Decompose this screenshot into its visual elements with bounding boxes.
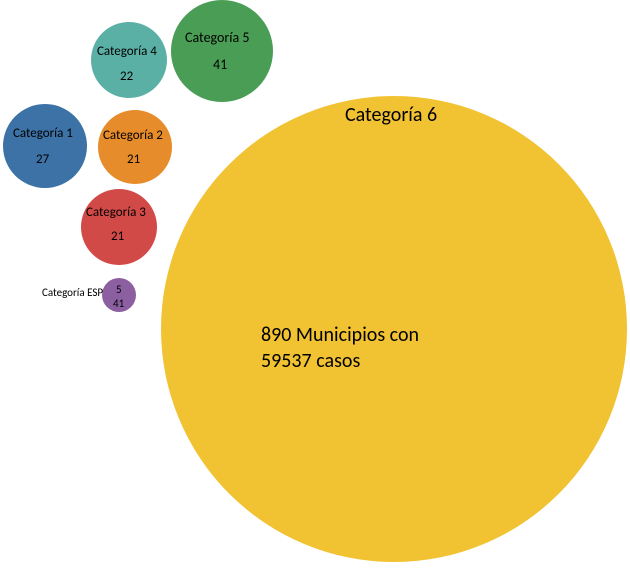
label-catesp-val2: 41: [113, 297, 124, 310]
bubble-chart: Categoría 6 890 Municipios con59537 casos…: [0, 0, 630, 569]
label-cat4-title: Categoría 4: [97, 44, 157, 60]
label-catesp-title: Categoría ESP: [42, 286, 103, 299]
bubble-cat3: [81, 189, 157, 265]
label-cat6-desc2: 59537 casos: [261, 349, 360, 373]
label-cat1-val: 27: [36, 152, 49, 168]
label-cat5-val: 41: [213, 57, 227, 74]
bubble-cat5: [171, 0, 273, 102]
label-cat2-val: 21: [127, 152, 140, 168]
bubble-cat2: [98, 110, 172, 184]
label-catesp-val1: 5: [116, 283, 122, 296]
label-cat5-title: Categoría 5: [185, 30, 249, 47]
label-cat1-title: Categoría 1: [13, 126, 73, 142]
label-cat4-val: 22: [120, 69, 133, 85]
label-cat6-title: Categoría 6: [345, 103, 437, 127]
label-cat3-val: 21: [111, 229, 124, 245]
label-cat2-title: Categoría 2: [103, 128, 163, 144]
bubble-cat4: [91, 22, 167, 98]
label-cat3-title: Categoría 3: [86, 205, 146, 221]
bubble-cat1: [3, 104, 87, 188]
label-cat6-desc1: 890 Municipios con: [261, 323, 419, 347]
